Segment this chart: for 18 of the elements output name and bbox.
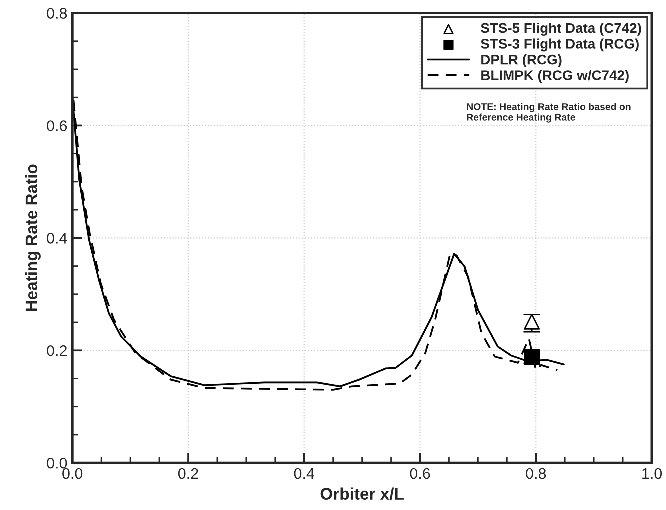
x-tick-label: 0.2	[178, 468, 198, 480]
y-tick-label: 0.6	[47, 120, 68, 132]
y-tick-label: 0.8	[47, 8, 68, 19]
x-tick-label: 0.0	[62, 468, 83, 480]
x-axis-title: Orbiter x/L	[320, 488, 404, 500]
y-axis-title: Heating Rate Ratio	[25, 164, 41, 312]
x-tick-label: 0.6	[410, 468, 430, 480]
legend-label: DPLR (RCG)	[482, 54, 562, 68]
legend-label: BLIMPK (RCG w/C742)	[482, 70, 629, 84]
x-tick-label: 0.8	[526, 468, 546, 480]
x-tick-label: 0.4	[294, 468, 315, 480]
y-tick-label: 0.0	[47, 458, 68, 469]
y-tick-label: 0.2	[47, 345, 67, 356]
legend-label: STS-5 Flight Data (C742)	[481, 22, 642, 36]
x-tick-label: 1.0	[642, 468, 662, 480]
legend-label: STS-3 Flight Data (RCG)	[481, 38, 639, 52]
annotation: NOTE: Heating Rate Ratio based on Reference Heating Rate	[467, 103, 631, 123]
y-tick-label: 0.4	[47, 233, 68, 244]
